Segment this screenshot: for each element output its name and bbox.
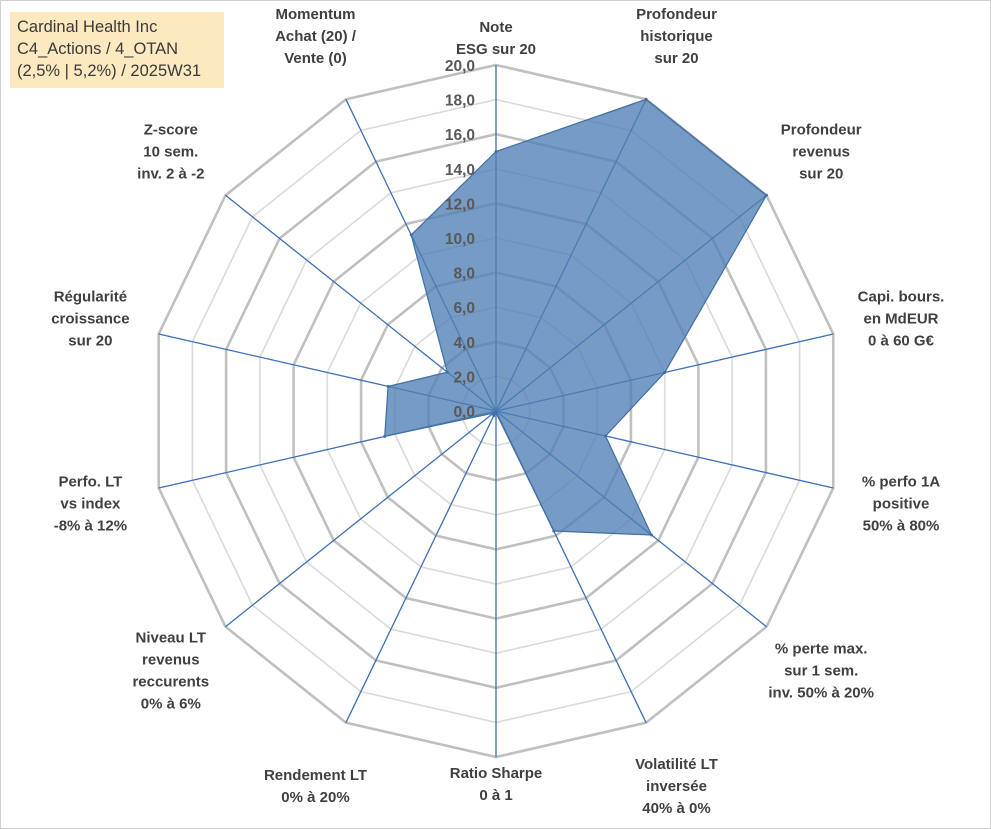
- axis-label: Profondeur historique sur 20: [636, 6, 717, 67]
- tick-label: 14,0: [445, 162, 475, 179]
- data-point: [765, 193, 768, 197]
- tick-label: 16,0: [445, 127, 475, 144]
- data-point: [386, 384, 390, 388]
- data-point: [409, 233, 413, 237]
- tick-label: 4,0: [453, 335, 475, 352]
- axis-label: Z-score 10 sem. inv. 2 à -2: [137, 122, 204, 183]
- data-point: [494, 150, 498, 153]
- data-point: [650, 533, 653, 537]
- tick-label: 6,0: [453, 300, 475, 317]
- info-line-category: C4_Actions / 4_OTAN: [17, 40, 179, 58]
- axis-label: % perfo 1A positive 50% à 80%: [862, 474, 941, 535]
- axis-label: Profondeur revenus sur 20: [781, 122, 862, 183]
- axis-label: % perte max. sur 1 sem. inv. 50% à 20%: [768, 640, 874, 701]
- axis-label: Niveau LT revenus reccurents 0% à 6%: [132, 629, 209, 712]
- info-box: Cardinal Health Inc C4_Actions / 4_OTAN …: [10, 12, 224, 88]
- info-line-company: Cardinal Health Inc: [17, 18, 158, 36]
- axis-label: Rendement LT 0% à 20%: [264, 767, 367, 806]
- tick-label: 20,0: [445, 58, 475, 75]
- data-point: [494, 411, 498, 415]
- tick-label: 8,0: [453, 266, 475, 283]
- data-point: [491, 411, 495, 415]
- info-line-params: (2,5% | 5,2%) / 2025W31: [17, 62, 202, 80]
- axis-label: Régularité croissance sur 20: [51, 288, 129, 349]
- tick-label: 12,0: [445, 196, 475, 213]
- data-point: [492, 414, 496, 418]
- series-area: [384, 98, 768, 536]
- tick-label: 0,0: [453, 404, 475, 421]
- data-point: [383, 434, 387, 438]
- data-point: [644, 97, 648, 101]
- data-point: [552, 529, 556, 533]
- axis-label: Perfo. LT vs index -8% à 12%: [54, 474, 127, 535]
- tick-label: 2,0: [453, 369, 475, 386]
- axis-spoke: [345, 410, 497, 723]
- tick-label: 18,0: [445, 93, 475, 110]
- axis-label: Volatilité LT inversée 40% à 0%: [635, 756, 718, 817]
- data-point: [604, 434, 608, 438]
- data-point: [445, 370, 449, 374]
- axis-spoke: [225, 410, 497, 628]
- data-point: [663, 371, 667, 374]
- axis-label: Ratio Sharpe 0 à 1: [450, 765, 543, 804]
- axis-label: Momentum Achat (20) / Vente (0): [275, 6, 357, 67]
- axis-label: Note ESG sur 20: [456, 19, 536, 58]
- tick-label: 10,0: [445, 231, 475, 248]
- axis-label: Capi. bours. en MdEUR 0 à 60 G€: [858, 288, 945, 349]
